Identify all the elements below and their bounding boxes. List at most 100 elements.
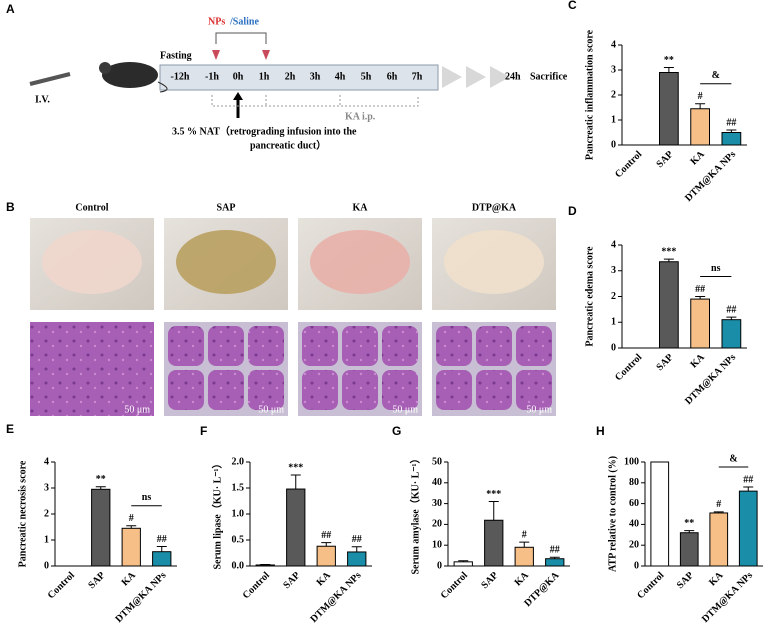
saline-label: /Saline: [229, 16, 259, 27]
bar: [121, 527, 141, 567]
y-axis-label: Pancreatic inflammation score: [584, 29, 595, 160]
bar: [347, 551, 367, 567]
y-tick-label: 40: [629, 519, 639, 530]
error-bar: [684, 530, 695, 533]
nat-line-2: pancreatic duct）: [250, 138, 326, 151]
lobule: [208, 370, 244, 410]
error-bar: [726, 316, 737, 320]
chart: F Serum lipase（KU· L⁻¹） 0.0 0.5 1.0 1.5 2.0 Con…: [200, 424, 372, 625]
timeline-label: 0h: [233, 71, 244, 82]
tissue-photo: [310, 230, 410, 294]
histology: [30, 322, 154, 416]
y-axis-label: ATP relative to control (%): [607, 456, 618, 572]
lobule: [302, 326, 338, 366]
significance: ##: [157, 534, 167, 545]
panel-letter: B: [6, 200, 15, 214]
error-bar: [488, 501, 499, 521]
error-bar: [519, 541, 530, 548]
y-axis-label: Serum lipase（KU· L⁻¹）: [210, 458, 223, 569]
y-tick-label: 4: [611, 239, 616, 250]
significance: #: [129, 513, 134, 524]
chart: C Pancreatic inflammation score 0 1 2 3 4 Contr…: [568, 0, 747, 204]
nat-arrowhead: [233, 92, 243, 100]
lobule: [436, 370, 472, 410]
error-bar: [458, 560, 469, 562]
group-label: DTP@KA: [472, 202, 517, 213]
y-tick-label: 20: [432, 519, 442, 530]
comparison-label: &: [712, 70, 720, 81]
mouse: [102, 62, 158, 88]
error-bar: [321, 542, 332, 547]
y-tick-label: 4: [611, 39, 616, 50]
y-tick-label: 1.0: [232, 508, 245, 519]
panel-letter: C: [568, 0, 577, 12]
y-axis-label: Serum amylase（KU· L⁻¹）: [408, 453, 421, 574]
panel-letter: F: [200, 424, 207, 438]
scale-label: 50 μm: [124, 404, 150, 415]
x-tick-label: SAP: [675, 570, 696, 591]
tissue-photo: [176, 230, 276, 294]
error-bar: [663, 258, 674, 262]
bar: [721, 319, 742, 349]
error-bar: [713, 511, 724, 513]
skip-arrows: [442, 66, 510, 88]
mouse-tail: [157, 81, 168, 93]
panel-letter: H: [596, 424, 605, 438]
end-time: 24h: [505, 71, 521, 82]
comparison-label: &: [729, 453, 737, 464]
lobule: [342, 370, 378, 410]
y-tick-label: 2: [611, 291, 616, 302]
bar: [659, 261, 679, 349]
significance: ***: [661, 246, 676, 257]
x-tick-label: Control: [439, 570, 470, 601]
comparison-label: ns: [711, 263, 721, 274]
significance: ##: [321, 530, 331, 541]
x-tick-label: KA: [707, 569, 726, 588]
significance: #: [522, 529, 527, 540]
error-bar: [743, 486, 754, 492]
x-tick-label: Control: [613, 149, 644, 180]
y-tick-label: 2: [44, 508, 49, 519]
bar: [484, 519, 504, 567]
timeline-label: 7h: [412, 71, 423, 82]
x-tick-label: SAP: [281, 570, 302, 591]
significance: #: [716, 499, 721, 510]
bar: [514, 546, 534, 567]
bar: [650, 461, 670, 567]
y-tick-label: 1: [44, 534, 49, 545]
panel-letter: A: [6, 2, 15, 16]
x-tick-label: KA: [688, 148, 707, 167]
y-tick-label: 0: [44, 560, 49, 571]
error-bar: [726, 129, 737, 133]
significance: **: [664, 55, 674, 66]
group-label: Control: [75, 202, 108, 213]
y-tick-label: 10: [432, 539, 442, 550]
y-tick-label: 30: [432, 498, 442, 509]
significance: ##: [550, 545, 560, 556]
bar: [659, 72, 679, 146]
error-bar: [95, 486, 106, 490]
x-tick-label: KA: [120, 569, 139, 588]
x-tick-label: SAP: [86, 570, 107, 591]
y-tick-label: 20: [629, 539, 639, 550]
bar: [545, 558, 565, 567]
lobule: [168, 326, 204, 366]
significance: ##: [352, 534, 362, 545]
significance: ##: [726, 117, 736, 128]
group-label: KA: [353, 202, 369, 213]
bar: [690, 298, 710, 349]
y-tick-label: 0: [437, 560, 442, 571]
lobule: [342, 326, 378, 366]
bracket: [215, 32, 267, 44]
x-tick-label: KA: [513, 569, 532, 588]
lobule: [476, 326, 512, 366]
significance: ***: [486, 489, 501, 500]
y-tick-label: 40: [432, 477, 442, 488]
lobule: [168, 370, 204, 410]
x-tick-label: Control: [46, 570, 77, 601]
significance: #: [698, 91, 703, 102]
y-tick-label: 50: [432, 456, 442, 467]
syringe: [29, 72, 71, 86]
y-tick-label: 0: [634, 560, 639, 571]
